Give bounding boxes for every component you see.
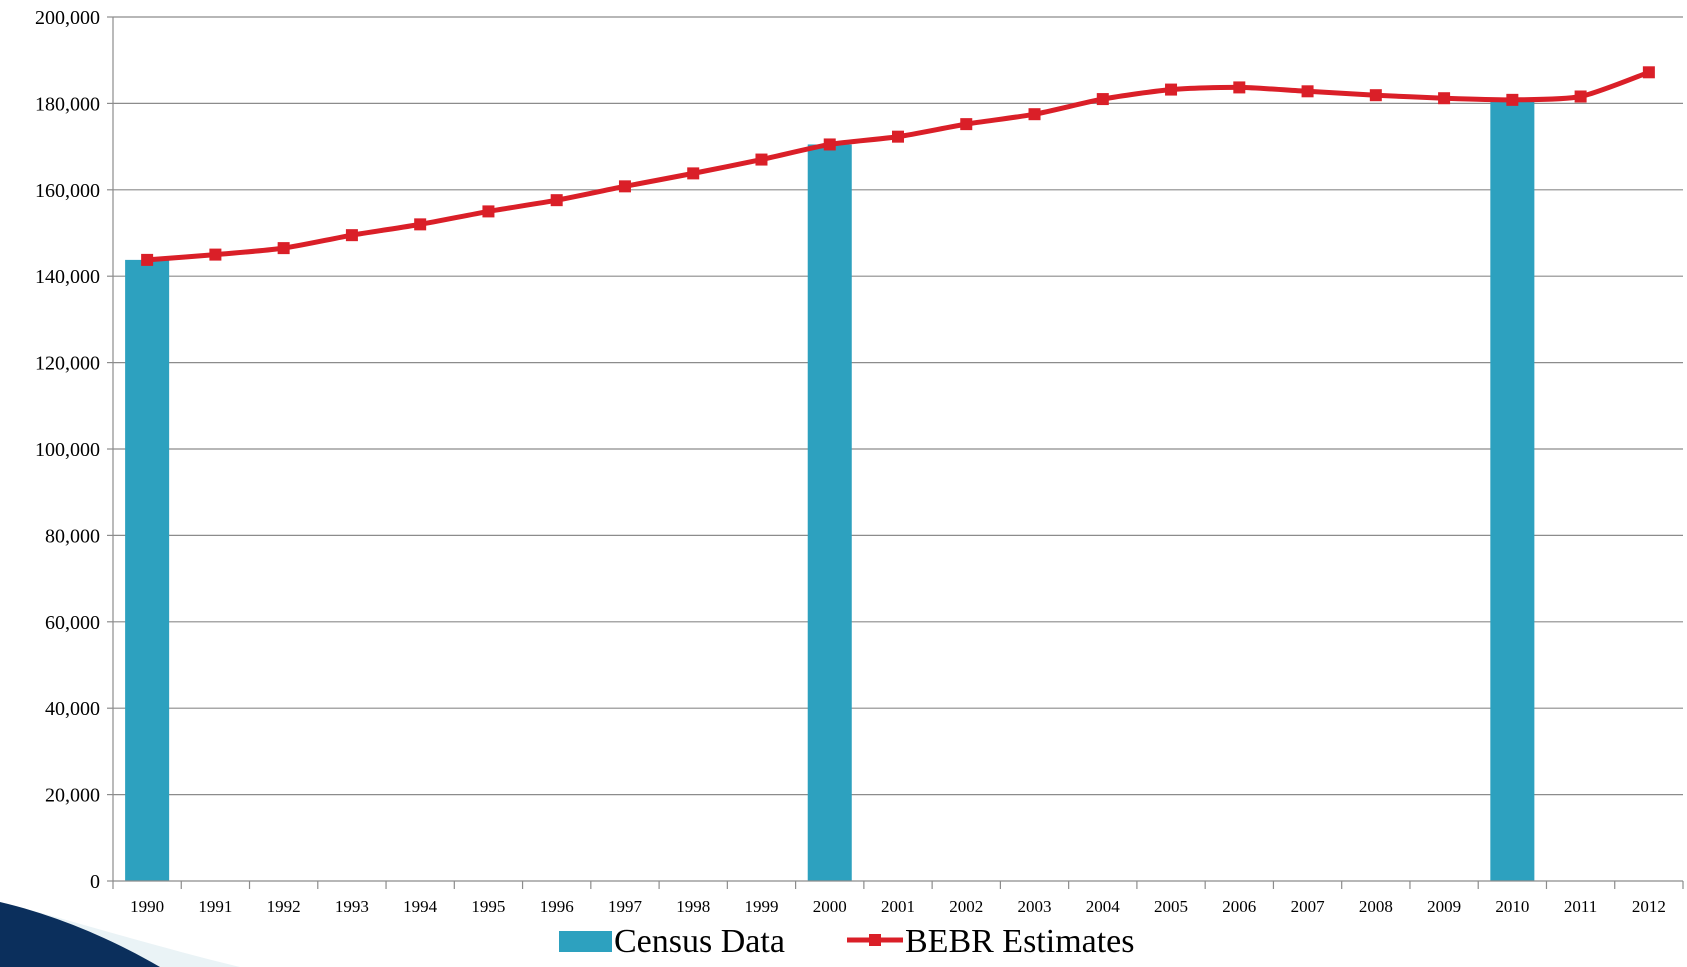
bebr-point: [277, 242, 290, 255]
bebr-point: [1096, 93, 1109, 106]
bebr-point: [414, 218, 427, 231]
x-tick-label: 2010: [1495, 897, 1529, 916]
x-tick-label: 1995: [471, 897, 505, 916]
x-tick-label: 1994: [403, 897, 438, 916]
bebr-point: [1438, 92, 1451, 105]
bebr-point: [1165, 83, 1178, 96]
y-tick-label: 180,000: [35, 93, 100, 115]
x-tick-label: 2000: [813, 897, 847, 916]
y-tick-label: 40,000: [45, 698, 100, 720]
legend-label-bebr: BEBR Estimates: [905, 923, 1135, 960]
bebr-point: [1574, 90, 1587, 103]
bebr-line-path: [146, 69, 1650, 263]
legend-marker-bebr: [869, 934, 881, 946]
x-tick-label: 2007: [1291, 897, 1326, 916]
census-bars: [125, 99, 1535, 882]
x-tick-label: 1996: [540, 897, 574, 916]
x-tick-label: 1990: [130, 897, 164, 916]
x-tick-label: 2003: [1018, 897, 1052, 916]
x-tick-label: 2008: [1359, 897, 1393, 916]
y-tick-label: 160,000: [35, 180, 100, 202]
y-tick-label: 140,000: [35, 266, 100, 288]
arrow-swoosh-icon: [0, 902, 240, 967]
x-tick-label: 2009: [1427, 897, 1461, 916]
bebr-point: [141, 253, 154, 266]
bebr-point: [1369, 89, 1382, 102]
gridlines: [113, 16, 1683, 796]
y-tick-label: 100,000: [35, 439, 100, 461]
x-tick-label: 2004: [1086, 897, 1121, 916]
y-tick-label: 200,000: [35, 7, 100, 29]
census-bar: [807, 144, 852, 882]
x-tick-label: 1999: [744, 897, 778, 916]
bebr-point: [823, 138, 836, 151]
legend-swatch-census: [559, 931, 612, 952]
x-tick-label: 1998: [676, 897, 710, 916]
bebr-point: [618, 180, 631, 193]
x-tick-label: 2001: [881, 897, 915, 916]
x-tick-label: 1991: [198, 897, 232, 916]
x-tick-label: 2002: [949, 897, 983, 916]
bebr-point: [1028, 108, 1041, 121]
bebr-point: [892, 130, 904, 143]
legend-label-census: Census Data: [614, 923, 785, 960]
axes: [107, 16, 1684, 889]
bebr-point: [1642, 66, 1655, 79]
bebr-line: [141, 66, 1655, 266]
y-tick-label: 80,000: [45, 525, 100, 547]
bebr-point: [687, 167, 700, 180]
bebr-point: [755, 153, 768, 166]
y-tick-label: 0: [90, 871, 100, 893]
bebr-point: [550, 194, 563, 207]
x-tick-label: 1997: [608, 897, 643, 916]
x-tick-label: 1992: [267, 897, 301, 916]
bebr-point: [482, 205, 495, 218]
x-tick-label: 2012: [1632, 897, 1666, 916]
y-tick-label: 20,000: [45, 785, 100, 807]
bebr-point: [1301, 85, 1314, 98]
x-tick-label: 1993: [335, 897, 369, 916]
tick-labels: 0 20,000 40,000 60,000 80,000 100,000 120,000 1…: [35, 7, 1666, 916]
y-tick-label: 60,000: [45, 612, 100, 634]
bebr-point: [345, 229, 358, 242]
y-tick-label: 120,000: [35, 353, 100, 375]
x-tick-label: 2005: [1154, 897, 1188, 916]
census-bar: [1490, 99, 1535, 882]
census-bar: [125, 259, 170, 881]
legend: Census Data BEBR Estimates: [559, 923, 1135, 960]
x-tick-label: 2006: [1222, 897, 1256, 916]
bebr-point: [1233, 81, 1246, 94]
x-tick-label: 2011: [1564, 897, 1597, 916]
bebr-point: [1506, 93, 1519, 106]
bebr-point: [209, 248, 222, 261]
bebr-point: [960, 118, 973, 131]
